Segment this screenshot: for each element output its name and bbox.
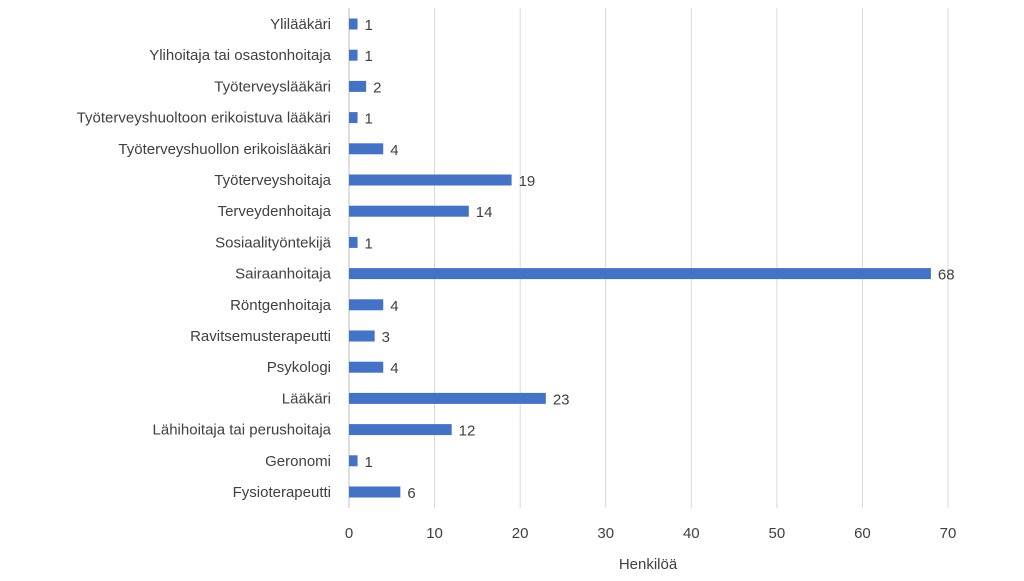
data-label: 68 (938, 267, 955, 284)
data-label: 19 (519, 173, 536, 190)
data-label: 4 (390, 298, 398, 315)
category-label: Psykologi (267, 359, 331, 376)
data-label: 1 (365, 111, 373, 128)
bar (349, 361, 384, 373)
bar (349, 330, 375, 342)
data-label: 2 (373, 79, 381, 96)
bar (349, 455, 358, 467)
bar (349, 80, 367, 92)
data-label: 14 (476, 204, 493, 221)
category-labels: Ylilääkäri Ylihoitaja tai osastonhoitaja T… (77, 16, 332, 501)
category-label: Sosiaalityöntekijä (215, 234, 332, 251)
category-label: Sairaanhoitaja (235, 266, 332, 283)
category-label: Ylilääkäri (270, 16, 331, 33)
data-label: 4 (390, 142, 398, 159)
data-label: 1 (365, 48, 373, 65)
gridlines (348, 8, 949, 508)
x-axis-label: Henkilöä (619, 556, 678, 573)
data-label: 1 (365, 17, 373, 34)
category-label: Terveydenhoitaja (218, 203, 332, 220)
data-label: 12 (459, 423, 476, 440)
category-label: Työterveyshuoltoon erikoistuva lääkäri (77, 110, 331, 127)
data-label: 1 (365, 454, 373, 471)
x-tick-label: 60 (854, 525, 871, 542)
x-tick-label: 50 (769, 525, 786, 542)
bar (349, 49, 358, 61)
bar (349, 392, 546, 404)
bar (349, 236, 358, 248)
category-label: Geronomi (265, 453, 331, 470)
data-label: 23 (553, 391, 570, 408)
x-tick-labels: 0 10 20 30 40 50 60 70 (345, 525, 957, 542)
x-tick-label: 70 (940, 525, 957, 542)
data-label: 6 (407, 485, 415, 502)
bar (349, 174, 512, 186)
bar (349, 268, 931, 280)
bar (349, 424, 452, 436)
x-tick-label: 40 (683, 525, 700, 542)
data-label: 1 (365, 235, 373, 252)
data-label: 4 (390, 360, 398, 377)
x-tick-label: 20 (512, 525, 529, 542)
category-label: Lähihoitaja tai perushoitaja (153, 422, 332, 439)
category-label: Ylihoitaja tai osastonhoitaja (149, 47, 331, 64)
category-label: Röntgenhoitaja (230, 297, 332, 314)
category-label: Työterveyshuollon erikoislääkäri (118, 141, 331, 158)
category-label: Fysioterapeutti (233, 484, 331, 501)
bar (349, 205, 469, 217)
bar (349, 112, 358, 124)
bar (349, 299, 384, 311)
category-label: Lääkäri (282, 390, 331, 407)
category-label: Ravitsemusterapeutti (190, 328, 331, 345)
x-tick-label: 30 (597, 525, 614, 542)
category-label: Työterveyslääkäri (214, 78, 331, 95)
bar (349, 143, 384, 155)
category-label: Työterveyshoitaja (214, 172, 331, 189)
data-label: 3 (382, 329, 390, 346)
bar (349, 18, 358, 30)
x-tick-label: 0 (345, 525, 353, 542)
x-tick-label: 10 (426, 525, 443, 542)
bar (349, 486, 401, 498)
